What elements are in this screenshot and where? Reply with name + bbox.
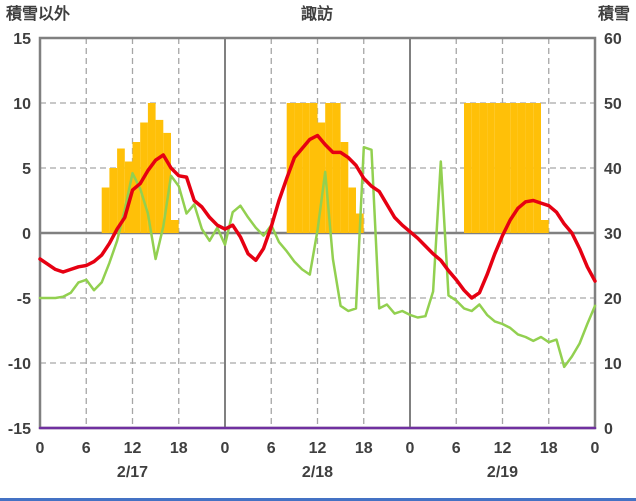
y-right-tick-label: 60 (604, 31, 622, 48)
bar-bars-orange (332, 103, 341, 233)
bar-bars-orange (325, 103, 333, 233)
x-hour-tick-label: 0 (406, 440, 415, 457)
x-date-label: 2/19 (487, 464, 518, 481)
y-right-tick-label: 50 (604, 96, 622, 113)
x-date-label: 2/17 (117, 464, 148, 481)
y-left-tick-label: -5 (17, 291, 31, 308)
bar-bars-orange (101, 187, 110, 233)
bar-bars-orange (517, 103, 526, 233)
line-red (38, 133, 597, 300)
bar-bars-orange (502, 103, 511, 233)
x-hour-tick-label: 18 (170, 440, 188, 457)
bar-bars-orange (348, 187, 356, 233)
bar-bars-orange (471, 103, 480, 233)
y-right-tick-label: 10 (604, 356, 622, 373)
y-left-tick-label: 0 (22, 226, 31, 243)
bar-bars-orange (317, 122, 326, 233)
bar-bars-orange (510, 103, 518, 233)
bar-bars-orange (294, 103, 303, 233)
x-hour-tick-label: 0 (221, 440, 230, 457)
bar-bars-orange (340, 142, 349, 233)
y-right-tick-label: 40 (604, 161, 622, 178)
line-green (38, 145, 597, 369)
right-axis-title: 積雪 (597, 6, 630, 23)
bar-bars-orange (494, 103, 503, 233)
y-right-tick-label: 30 (604, 226, 622, 243)
left-axis-title: 積雪以外 (6, 6, 71, 23)
bar-bars-orange (171, 220, 179, 233)
bar-bars-orange (533, 103, 541, 233)
y-right-tick-label: 20 (604, 291, 622, 308)
bar-bars-orange (487, 103, 495, 233)
y-left-tick-label: -10 (8, 356, 31, 373)
bar-bars-orange (155, 119, 164, 233)
chart-title: 諏訪 (300, 6, 334, 23)
bottom-accent-line (0, 498, 636, 501)
bar-bars-orange (309, 103, 318, 233)
x-hour-tick-label: 12 (494, 440, 512, 457)
bar-bars-orange (479, 103, 488, 233)
bar-bars-orange (109, 168, 118, 233)
x-hour-tick-label: 6 (82, 440, 91, 457)
x-hour-tick-label: 6 (452, 440, 461, 457)
bar-bars-orange (464, 103, 472, 233)
x-date-label: 2/18 (302, 464, 333, 481)
x-hour-tick-label: 0 (36, 440, 45, 457)
bar-bars-orange (302, 103, 310, 233)
x-hour-tick-label: 18 (355, 440, 373, 457)
x-hour-tick-label: 12 (124, 440, 142, 457)
y-left-tick-label: 5 (22, 161, 31, 178)
x-hour-tick-label: 12 (309, 440, 327, 457)
x-hour-tick-label: 0 (591, 440, 600, 457)
y-left-tick-label: -15 (8, 421, 31, 438)
y-right-tick-label: 0 (604, 421, 613, 438)
bar-bars-orange (117, 148, 125, 233)
bar-bars-orange (525, 103, 534, 233)
y-left-tick-label: 10 (13, 96, 31, 113)
x-hour-tick-label: 18 (540, 440, 558, 457)
x-hour-tick-label: 6 (267, 440, 276, 457)
bar-bars-orange (163, 132, 171, 233)
bar-bars-orange (541, 220, 549, 233)
y-left-tick-label: 15 (13, 31, 31, 48)
